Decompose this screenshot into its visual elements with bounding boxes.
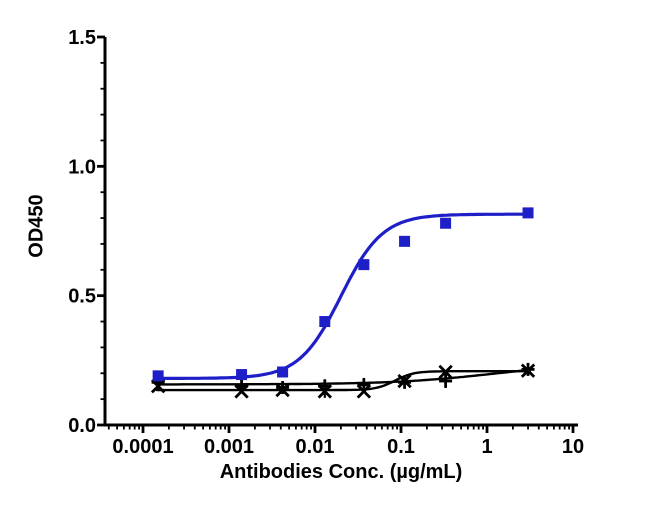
y-tick-label: 1.5 bbox=[68, 27, 96, 49]
square-marker bbox=[236, 369, 248, 381]
axes: 0.0 0.5 1.0 1.5 0.0001 0.001 0.01 0.1 1 10 bbox=[68, 27, 584, 458]
y-axis-title: OD450 bbox=[25, 194, 48, 258]
y-tick-label: 0.5 bbox=[68, 286, 96, 308]
y-tick-label: 0.0 bbox=[68, 415, 96, 437]
plus-marker bbox=[521, 362, 535, 376]
black-plus-series-fit-line bbox=[155, 368, 531, 386]
square-marker bbox=[399, 235, 411, 247]
black-x-series bbox=[150, 363, 536, 399]
black-plus-series bbox=[151, 362, 535, 394]
x-marker bbox=[438, 364, 453, 380]
blue-square-series-fit-line bbox=[155, 212, 532, 380]
plus-marker bbox=[276, 380, 290, 394]
x-tick-label: 0.0001 bbox=[112, 436, 173, 458]
square-marker bbox=[319, 316, 331, 328]
square-marker bbox=[440, 217, 452, 229]
square-marker bbox=[277, 366, 289, 378]
plus-marker bbox=[318, 379, 332, 393]
black-x-series-fit-line bbox=[155, 370, 531, 392]
plus-marker bbox=[439, 374, 453, 388]
square-marker bbox=[522, 207, 534, 219]
square-marker bbox=[152, 370, 164, 382]
blue-square-series bbox=[152, 207, 534, 382]
x-marker-stroke bbox=[438, 364, 453, 380]
x-tick-label: 1 bbox=[481, 436, 492, 458]
axis-lines bbox=[103, 37, 578, 427]
x-tick-label: 0.01 bbox=[296, 436, 335, 458]
plus-marker bbox=[398, 375, 412, 389]
plus-marker bbox=[357, 378, 371, 392]
y-tick-label: 1.0 bbox=[68, 156, 96, 178]
x-tick-label: 10 bbox=[562, 436, 584, 458]
square-marker bbox=[358, 259, 370, 271]
x-axis-title: Antibodies Conc. (µg/mL) bbox=[219, 461, 463, 483]
fit-curves bbox=[155, 212, 532, 392]
data-markers bbox=[150, 207, 536, 399]
plus-marker bbox=[235, 379, 249, 393]
x-tick-label: 0.001 bbox=[204, 436, 254, 458]
x-tick-label: 0.1 bbox=[387, 436, 415, 458]
